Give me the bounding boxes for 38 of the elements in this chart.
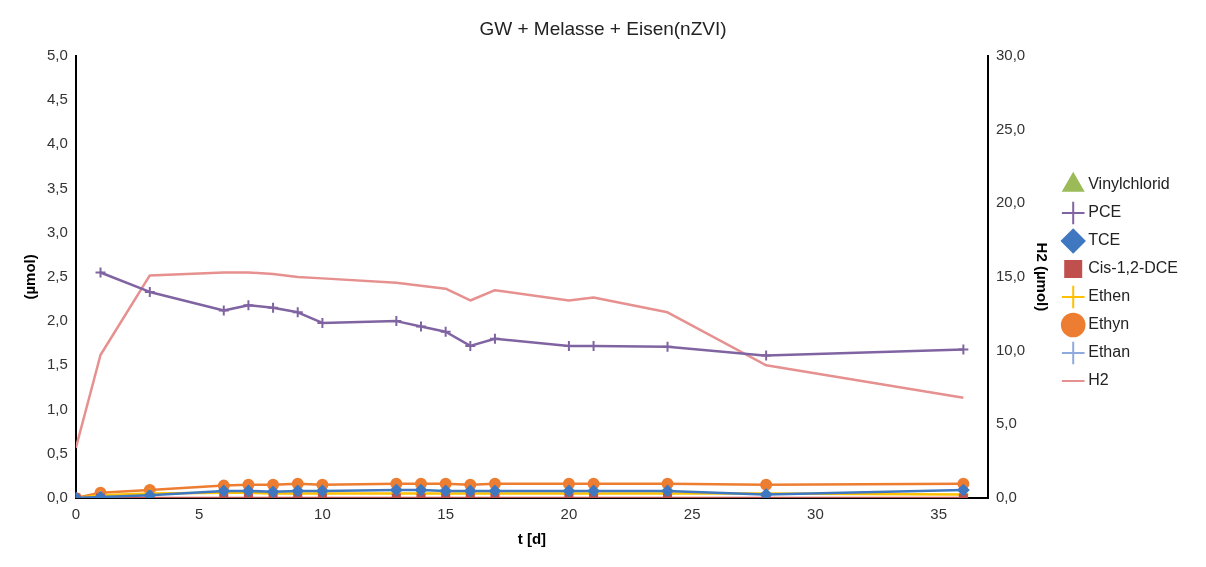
legend-label: Vinylchlorid	[1088, 175, 1170, 193]
y-tick-label: 2,5	[46, 267, 68, 285]
legend-label: Ethyn	[1088, 315, 1130, 333]
y2-tick-label: 20,0	[996, 193, 1026, 211]
y-tick-label: 3,0	[46, 222, 68, 240]
legend-label: Cis-1,2-DCE	[1088, 259, 1179, 277]
x-tick-label: 10	[314, 505, 331, 523]
y2-tick-label: 0,0	[996, 488, 1017, 506]
y2-tick-label: 10,0	[996, 340, 1026, 358]
legend-label: PCE	[1088, 203, 1122, 221]
x-tick-label: 5	[194, 505, 204, 523]
x-tick-label: 0	[71, 505, 81, 523]
legend-label: H2	[1088, 371, 1109, 389]
y-tick-label: 4,5	[46, 90, 68, 108]
y-tick-label: 2,0	[46, 311, 68, 329]
legend-label: Ethen	[1088, 287, 1131, 305]
legend-label: Ethan	[1088, 343, 1131, 361]
y2-axis-title: H2 (µmol)	[1034, 242, 1052, 312]
y-tick-label: 3,5	[46, 178, 68, 196]
x-axis-title: t [d]	[517, 530, 547, 548]
x-tick-label: 30	[807, 505, 824, 523]
y2-tick-label: 15,0	[996, 267, 1026, 285]
y2-tick-label: 5,0	[996, 414, 1017, 432]
y-tick-label: 0,0	[46, 488, 68, 506]
x-tick-label: 25	[683, 505, 701, 523]
x-tick-label: 20	[560, 505, 578, 523]
y2-tick-label: 30,0	[996, 45, 1026, 63]
y-tick-label: 4,0	[46, 134, 68, 152]
chart-title: GW + Melasse + Eisen(nZVI)	[479, 17, 727, 39]
x-tick-label: 15	[437, 505, 454, 523]
y-tick-label: 1,0	[46, 399, 68, 417]
legend-label: TCE	[1088, 231, 1121, 249]
y-tick-label: 0,5	[46, 443, 68, 461]
x-tick-label: 35	[930, 505, 948, 523]
y-tick-label: 1,5	[46, 355, 68, 373]
y-tick-label: 5,0	[46, 45, 68, 63]
y2-tick-label: 25,0	[996, 119, 1026, 137]
y-axis-title: (µmol)	[21, 254, 39, 300]
